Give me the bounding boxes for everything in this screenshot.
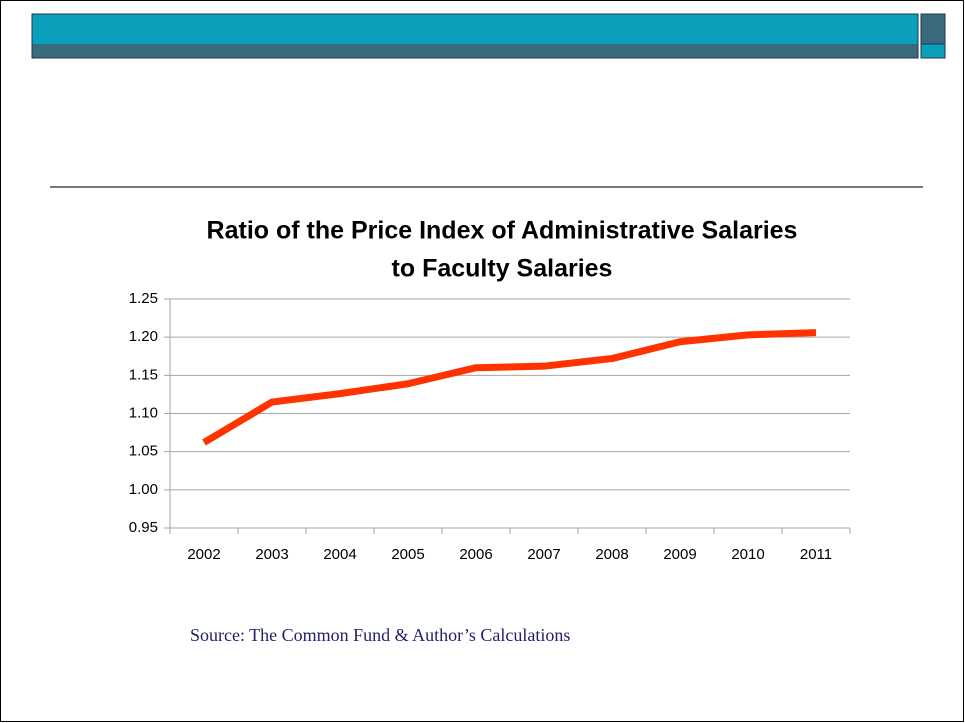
x-tick-label: 2007	[527, 546, 560, 563]
chart-title: to Faculty Salaries	[392, 255, 613, 283]
x-tick-label: 2009	[663, 546, 696, 563]
x-tick-label: 2005	[391, 546, 424, 563]
y-tick-label: 0.95	[129, 519, 158, 536]
y-tick-label: 1.20	[129, 328, 158, 345]
x-tick-label: 2011	[800, 546, 832, 563]
corner-box-top	[920, 13, 946, 45]
corner-box-bottom	[920, 43, 946, 59]
header-outline	[31, 13, 919, 59]
x-tick-label: 2010	[731, 546, 764, 563]
x-tick-label: 2002	[187, 546, 220, 563]
y-tick-label: 1.10	[129, 404, 158, 421]
x-tick-label: 2006	[459, 546, 492, 563]
data-line	[202, 329, 817, 446]
header-strip	[32, 44, 918, 58]
y-tick-label: 1.00	[129, 481, 158, 498]
header-bar	[32, 14, 918, 44]
x-tick-label: 2008	[595, 546, 628, 563]
chart-title: Ratio of the Price Index of Administrati…	[207, 217, 798, 245]
x-tick-label: 2003	[255, 546, 288, 563]
source-note: Source: The Common Fund & Author’s Calcu…	[190, 625, 570, 645]
x-tick-label: 2004	[323, 546, 356, 563]
y-tick-label: 1.05	[129, 443, 158, 460]
y-tick-label: 1.15	[129, 366, 158, 383]
y-tick-label: 1.25	[129, 290, 158, 307]
